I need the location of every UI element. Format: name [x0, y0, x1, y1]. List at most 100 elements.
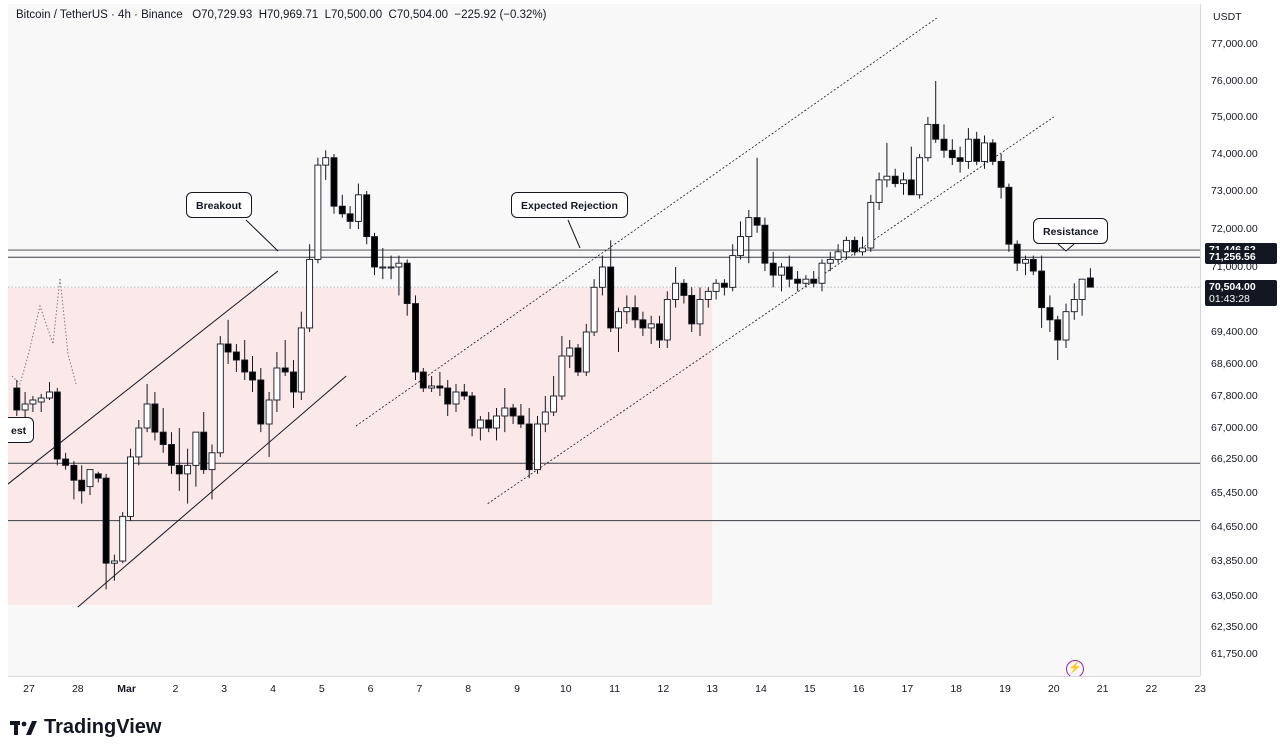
x-tick-label: 12	[657, 683, 670, 695]
y-tick-label: 72,000.00	[1211, 223, 1258, 235]
candle-body	[550, 395, 558, 413]
candle-body	[476, 419, 484, 429]
candle-body	[78, 479, 86, 492]
candle-body	[346, 213, 354, 222]
candle-body	[265, 399, 273, 425]
x-tick-label: 2	[172, 683, 179, 695]
candle-body	[688, 294, 696, 325]
candle-body	[607, 266, 615, 329]
symbol-header: Bitcoin / TetherUS · 4h · Binance O70,72…	[16, 9, 546, 21]
candle-body	[1054, 319, 1062, 341]
x-tick-label: 8	[465, 683, 472, 695]
candle-body	[541, 411, 549, 425]
x-tick-label: 23	[1194, 683, 1207, 695]
candle-body	[1013, 243, 1021, 264]
price-tag-resistance-lower: 71,256.56	[1205, 250, 1277, 265]
candle-body	[127, 456, 134, 517]
candle-body	[517, 415, 525, 425]
candle-body	[175, 464, 183, 475]
y-tick-label: 63,850.00	[1211, 555, 1258, 567]
candle-body	[720, 282, 728, 288]
candle-body	[948, 149, 956, 159]
candle-body	[1029, 258, 1037, 272]
candle-body	[232, 351, 240, 361]
resistance-callout: Resistance	[1033, 218, 1109, 244]
candle-body	[13, 387, 21, 411]
price-axis[interactable]: USDT 77,000.00 76,000.00 75,000.00 74,000.0…	[1200, 4, 1280, 676]
x-tick-label: 21	[1096, 683, 1109, 695]
candle-body	[900, 179, 907, 185]
breakout-callout: Breakout	[186, 192, 252, 218]
candle-body	[590, 286, 598, 333]
candle-body	[956, 157, 964, 162]
candle-body	[290, 371, 297, 393]
candle-body	[802, 278, 810, 284]
candle-body	[834, 251, 842, 260]
candle-body	[647, 323, 655, 329]
candle-body	[867, 201, 875, 249]
candle-body	[778, 266, 785, 276]
channel-1-line-1	[8, 270, 279, 485]
ohlc-close: C70,504.00	[388, 9, 448, 21]
candle-body	[395, 262, 403, 268]
candle-body	[200, 431, 208, 471]
candle-body	[558, 355, 566, 397]
ohlc-open: O70,729.93	[192, 9, 253, 21]
expected-rejection-callout: Expected Rejection	[511, 192, 628, 218]
x-tick-label: 13	[706, 683, 719, 695]
candle-body	[712, 282, 720, 292]
ohlc-change: −225.92 (−0.32%)	[454, 9, 547, 21]
candle-body	[907, 179, 915, 196]
candle-body	[29, 399, 37, 405]
candle-body	[696, 299, 704, 325]
candle-body	[184, 464, 192, 475]
ohlc-low: L70,500.00	[324, 9, 383, 21]
x-tick-label: Mar	[117, 683, 136, 695]
candle-body	[86, 469, 94, 488]
candle-body	[46, 391, 53, 399]
candle-body	[102, 477, 110, 564]
y-tick-label: 62,350.00	[1211, 621, 1258, 633]
candle-body	[354, 194, 362, 222]
time-axis[interactable]: 27 28 Mar 2 3 4 5 6 7 8 9 10 11 12 13 14 15 16 17 18 19 20 21 2…	[8, 676, 1206, 701]
candle-body	[851, 239, 859, 253]
candle-body	[216, 343, 224, 454]
candle-body	[1046, 307, 1054, 321]
x-tick-label: 16	[852, 683, 865, 695]
chart-area[interactable]: Breakout Expected Rejection Resistance e…	[8, 4, 1200, 676]
candle-body	[997, 160, 1005, 188]
candle-body	[460, 391, 468, 397]
candle-body	[387, 266, 395, 269]
candle-body	[574, 347, 582, 373]
candle-body	[314, 164, 322, 260]
candle-body	[1078, 278, 1086, 300]
candle-body	[330, 157, 338, 207]
candle-body	[704, 290, 712, 300]
candle-body	[1070, 299, 1078, 313]
candle-body	[403, 262, 411, 305]
candle-body	[656, 323, 663, 341]
candle-body	[826, 258, 834, 264]
candle-body	[371, 236, 378, 268]
candle-body	[306, 258, 314, 329]
candle-body	[509, 407, 517, 417]
lightning-icon[interactable]: ⚡	[1066, 660, 1084, 676]
candle-body	[842, 239, 850, 253]
candle-body	[631, 307, 639, 321]
y-tick-label: 69,400.00	[1211, 326, 1258, 338]
candle-body	[737, 236, 744, 257]
tradingview-icon	[10, 720, 37, 735]
y-tick-label: 66,250.00	[1211, 453, 1258, 465]
candle-body	[110, 560, 118, 564]
candle-body	[135, 427, 143, 458]
candle-body	[891, 175, 899, 185]
demand-zone	[8, 288, 713, 605]
candle-body	[582, 331, 590, 373]
candlestick-chart[interactable]	[8, 4, 1200, 676]
x-tick-label: 19	[999, 683, 1011, 695]
candle-body	[769, 262, 777, 276]
currency-label[interactable]: USDT	[1213, 11, 1242, 23]
candle-body	[663, 299, 671, 341]
candle-body	[875, 179, 883, 203]
x-tick-label: 7	[416, 683, 423, 695]
